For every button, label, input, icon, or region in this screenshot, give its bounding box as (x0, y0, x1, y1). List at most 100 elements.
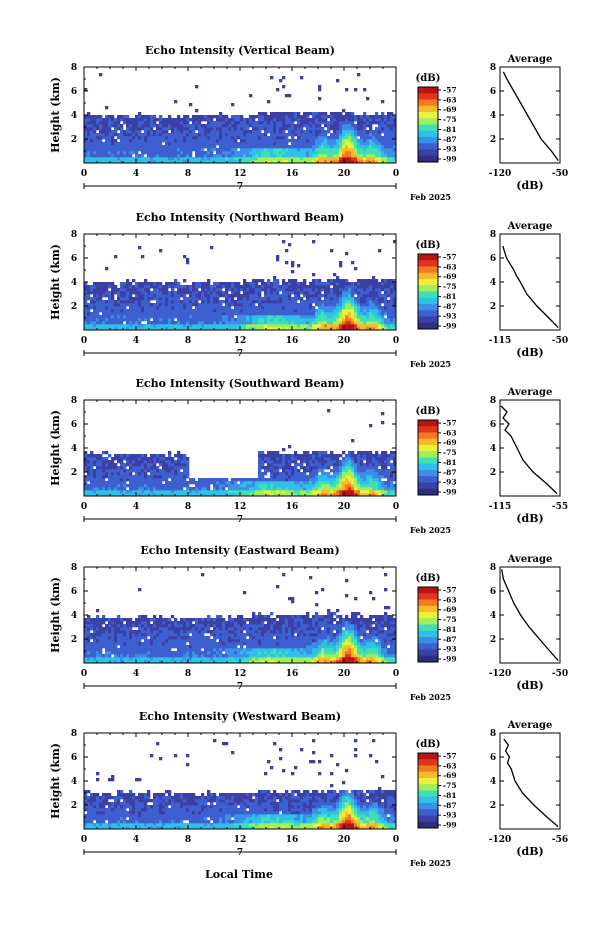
heatmap-cell (102, 481, 106, 485)
heatmap-cell (264, 312, 268, 316)
heatmap-cell (264, 297, 268, 301)
heatmap-cell (321, 484, 325, 488)
heatmap-cell (381, 142, 385, 146)
heatmap-cell (228, 130, 232, 134)
heatmap-cell (90, 118, 94, 122)
heatmap-cell (360, 145, 364, 149)
heatmap-cell (273, 324, 277, 328)
heatmap-cell (306, 112, 310, 116)
heatmap-cell (153, 466, 157, 470)
heatmap-cell (201, 300, 205, 304)
heatmap-cell (288, 243, 292, 247)
heatmap-cell (237, 115, 241, 119)
heatmap-cell (153, 484, 157, 488)
heatmap-cell (171, 469, 175, 473)
heatmap-cell (228, 297, 232, 301)
heatmap-cell (303, 112, 307, 116)
heatmap-cell (246, 297, 250, 301)
heatmap-cell (180, 463, 184, 467)
heatmap-cell (150, 466, 154, 470)
heatmap-cell (303, 318, 307, 322)
heatmap-cell (162, 148, 166, 152)
heatmap-cell (282, 148, 286, 152)
heatmap-cell (144, 130, 148, 134)
heatmap-cell (339, 139, 343, 143)
heatmap-cell (213, 121, 217, 125)
heatmap-cell (303, 487, 307, 491)
heatmap-cell (222, 321, 226, 325)
heatmap-cell (294, 285, 298, 289)
heatmap-cell (102, 130, 106, 134)
heatmap-cell (111, 309, 115, 313)
colorbar-segment (418, 266, 438, 274)
heatmap-cell (279, 124, 283, 128)
heatmap-cell (294, 154, 298, 158)
heatmap-cell (333, 285, 337, 289)
heatmap-cell (144, 133, 148, 137)
heatmap-cell (276, 303, 280, 307)
heatmap-cell (306, 324, 310, 328)
heatmap-cell (84, 133, 88, 137)
heatmap-cell (147, 121, 151, 125)
heatmap-cell (114, 327, 118, 331)
heatmap-cell (276, 297, 280, 301)
heatmap-cell (393, 487, 397, 491)
heatmap-cell (327, 115, 331, 119)
heatmap-cell (135, 457, 139, 461)
heatmap-cell (309, 145, 313, 149)
heatmap-cell (180, 484, 184, 488)
heatmap-cell (174, 154, 178, 158)
heatmap-cell (369, 297, 373, 301)
heatmap-cell (195, 324, 199, 328)
heatmap-cell (180, 285, 184, 289)
heatmap-cell (207, 300, 211, 304)
heatmap-cell (177, 451, 181, 455)
heatmap-cell (135, 285, 139, 289)
heatmap-cell (345, 252, 349, 256)
heatmap-cell (231, 121, 235, 125)
heatmap-cell (285, 112, 289, 116)
y-tick-label: 6 (71, 420, 77, 430)
heatmap-cell (294, 112, 298, 116)
heatmap-cell (327, 306, 331, 310)
heatmap-cell (225, 321, 229, 325)
heatmap-cell (342, 309, 346, 313)
heatmap-cell (99, 154, 103, 158)
heatmap-cell (96, 324, 100, 328)
heatmap-cell (363, 475, 367, 479)
heatmap-cell (375, 115, 379, 119)
x-tick-label: 20 (338, 336, 351, 346)
heatmap-cell (366, 133, 370, 137)
heatmap-cell (90, 145, 94, 149)
heatmap-cell (234, 294, 238, 298)
heatmap-cell (300, 127, 304, 131)
heatmap-cell (324, 318, 328, 322)
heatmap-cell (288, 327, 292, 331)
heatmap-cell (333, 115, 337, 119)
heatmap-cell (321, 148, 325, 152)
heatmap-cell (150, 475, 154, 479)
heatmap-cell (327, 409, 331, 413)
heatmap-cell (162, 145, 166, 149)
heatmap-cell (243, 484, 247, 488)
heatmap-cell (267, 142, 271, 146)
heatmap-cell (282, 145, 286, 149)
heatmap-cell (120, 133, 124, 137)
heatmap-cell (273, 142, 277, 146)
heatmap-cell (114, 487, 118, 491)
heatmap-cell (246, 288, 250, 292)
heatmap-cell (369, 315, 373, 319)
heatmap-cell (84, 118, 88, 122)
heatmap-cell (282, 282, 286, 286)
heatmap-cell (228, 160, 232, 164)
heatmap-cell (342, 300, 346, 304)
heatmap-cell (105, 148, 109, 152)
heatmap-cell (273, 112, 277, 116)
heatmap-cell (102, 133, 106, 137)
colorbar-tick-label: -87 (443, 468, 457, 477)
heatmap-cell (342, 321, 346, 325)
heatmap-cell (378, 157, 382, 161)
heatmap-cell (105, 484, 109, 488)
heatmap-cell (171, 309, 175, 313)
heatmap-cell (336, 303, 340, 307)
